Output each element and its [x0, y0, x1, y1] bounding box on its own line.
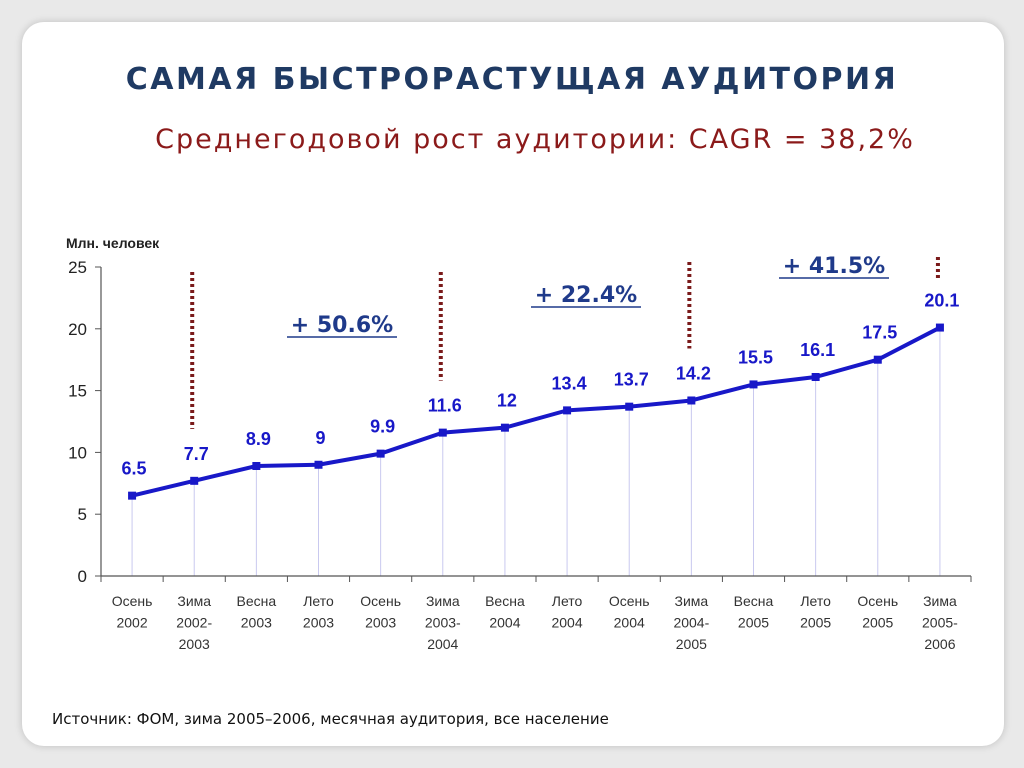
- audience-series: [128, 323, 944, 500]
- x-tick-label: Весна 2004: [485, 593, 525, 631]
- data-point: [376, 449, 385, 458]
- y-tick-label: 5: [78, 505, 87, 524]
- data-point: [314, 460, 323, 469]
- category-gridlines: [131, 327, 941, 576]
- x-axis-labels: Осень 2002 Зима 2002-2003 Весна 2003 Лето 2003 О…: [112, 593, 958, 652]
- x-tick-label: Лето 2004: [551, 593, 582, 631]
- growth-annotations: + 50.6% + 22.4% + 41.5%: [287, 254, 889, 338]
- data-point: [687, 396, 696, 405]
- data-label: 12: [497, 391, 517, 411]
- growth-label: + 41.5%: [783, 254, 885, 279]
- data-label: 20.1: [924, 291, 959, 311]
- data-label: 8.9: [246, 429, 271, 449]
- y-axis-ticks: 0 5 10 15 20 25: [68, 258, 101, 586]
- x-tick-label: Зима 2005-2006: [922, 593, 958, 652]
- data-point: [563, 406, 572, 415]
- data-label: 15.5: [738, 347, 773, 367]
- x-tick-label: Лето 2005: [800, 593, 831, 631]
- data-label: 13.4: [552, 373, 587, 393]
- year-dividers: [190, 257, 940, 429]
- data-point: [873, 355, 882, 364]
- y-tick-label: 20: [68, 320, 87, 339]
- data-label: 16.1: [800, 340, 835, 360]
- data-label: 9.9: [370, 417, 395, 437]
- data-point: [749, 380, 758, 389]
- y-tick-label: 15: [68, 382, 87, 401]
- data-label: 17.5: [862, 323, 897, 343]
- growth-label: + 50.6%: [291, 313, 393, 338]
- y-tick-label: 10: [68, 443, 87, 462]
- x-tick-label: Осень 2004: [609, 593, 650, 631]
- y-tick-label: 0: [78, 567, 87, 586]
- y-axis-unit-label: Млн. человек: [66, 235, 160, 251]
- data-label: 14.2: [676, 363, 711, 383]
- data-point: [935, 323, 944, 332]
- growth-label: + 22.4%: [535, 283, 637, 308]
- data-point: [128, 491, 137, 500]
- slide-background: [22, 22, 1004, 746]
- page-subtitle: Среднегодовой рост аудитории: CAGR = 38,…: [155, 124, 915, 155]
- page-title: САМАЯ БЫСТРОРАСТУЩАЯ АУДИТОРИЯ: [125, 62, 899, 97]
- x-tick-label: Лето 2003: [303, 593, 334, 631]
- data-label: 7.7: [184, 444, 209, 464]
- x-tick-label: Весна 2005: [734, 593, 774, 631]
- data-label: 9: [315, 428, 325, 448]
- audience-line: [131, 325, 941, 498]
- x-tick-label: Весна 2003: [237, 593, 277, 631]
- x-tick-label: Осень 2003: [360, 593, 401, 631]
- data-labels: 6.5 7.7 8.9 9 9.9 11.6 12 13.4 13.7 14.2 15.5 16.1 1…: [122, 291, 960, 479]
- data-point: [190, 476, 199, 485]
- data-point: [625, 402, 634, 411]
- data-label: 6.5: [122, 459, 147, 479]
- data-label: 11.6: [428, 396, 462, 416]
- x-tick-label: Зима 2002-2003: [176, 593, 212, 652]
- y-tick-label: 25: [68, 258, 87, 277]
- data-label: 13.7: [614, 370, 649, 390]
- source-note: Источник: ФОМ, зима 2005–2006, месячная …: [52, 710, 609, 728]
- x-tick-label: Зима 2003-2004: [425, 593, 461, 652]
- x-tick-label: Осень 2005: [857, 593, 898, 631]
- data-point: [811, 373, 820, 382]
- chart-axes: [100, 267, 972, 582]
- x-tick-label: Зима 2004-2005: [673, 593, 709, 652]
- data-point: [500, 423, 509, 432]
- data-point: [438, 428, 447, 437]
- data-point: [252, 461, 261, 470]
- x-tick-label: Осень 2002: [112, 593, 153, 631]
